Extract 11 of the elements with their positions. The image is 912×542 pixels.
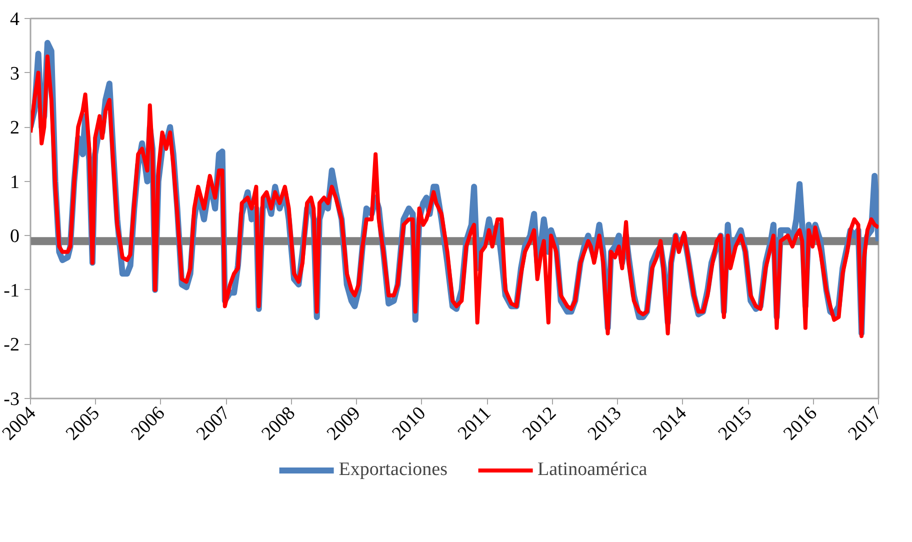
y-tick-label: -2 (4, 334, 20, 356)
y-tick-label: -1 (4, 280, 20, 302)
legend-label: Exportaciones (338, 459, 448, 481)
y-tick-label: 4 (10, 9, 20, 30)
y-tick-label: 0 (10, 226, 20, 248)
x-tick-label: 2011 (454, 402, 496, 444)
y-tick-label: 2 (10, 118, 20, 139)
y-tick-label: 3 (10, 63, 20, 84)
legend-label: Latinoamérica (537, 459, 648, 481)
y-tick-label: 1 (10, 172, 20, 193)
y-tick-label: -3 (4, 389, 20, 410)
